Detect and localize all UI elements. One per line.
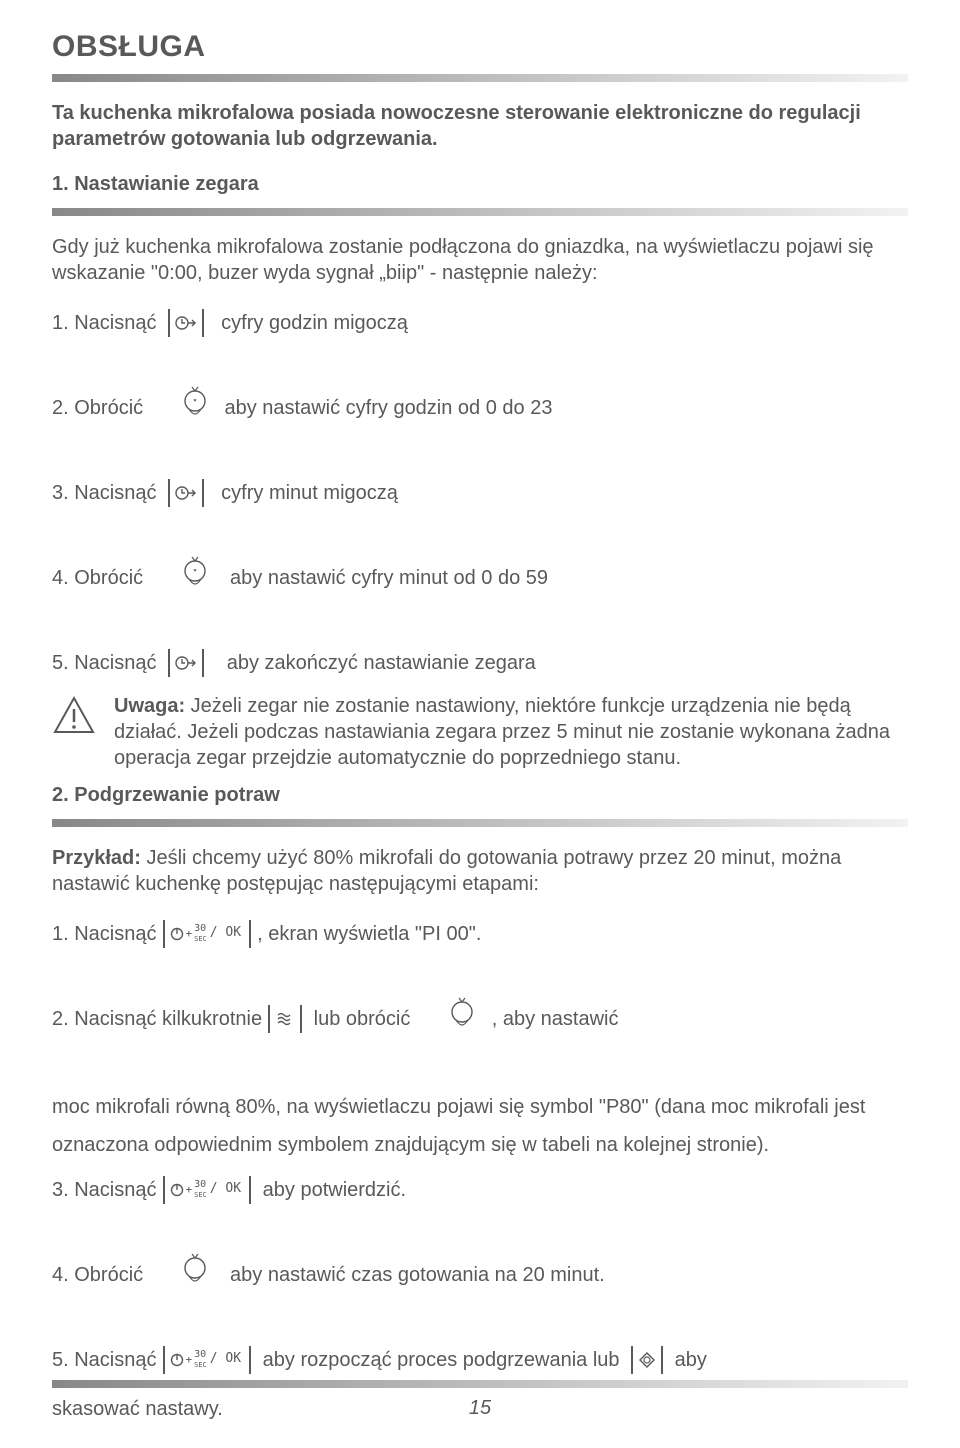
- divider: [52, 208, 908, 216]
- step-text: aby rozpocząć proces podgrzewania lub: [257, 1344, 625, 1376]
- divider: [52, 819, 908, 827]
- s2-step-3: 3. Nacisnąć + 30SEC / OK aby potwierdzić…: [52, 1174, 908, 1206]
- divider: [52, 74, 908, 82]
- ok-button-icon: + 30SEC / OK: [163, 920, 252, 948]
- step-text: 3. Nacisnąć: [52, 477, 162, 509]
- section-2-para: Przykład: Jeśli chcemy użyć 80% mikrofal…: [52, 845, 908, 898]
- step-text: 1. Nacisnąć: [52, 307, 162, 339]
- step-4: 4. Obrócić aby nastawić cyfry minut od 0…: [52, 523, 908, 633]
- step-text: 3. Nacisnąć: [52, 1174, 157, 1206]
- knob-icon: [155, 1220, 213, 1330]
- ok-button-icon: + 30SEC / OK: [163, 1176, 252, 1204]
- step-text: 5. Nacisnąć: [52, 1344, 157, 1376]
- intro-text: Ta kuchenka mikrofalowa posiada nowoczes…: [52, 100, 908, 153]
- knob-icon: [422, 964, 480, 1074]
- example-text: Jeśli chcemy użyć 80% mikrofali do gotow…: [52, 847, 841, 895]
- waves-button-icon: [268, 1005, 302, 1033]
- step-text: 2. Obrócić: [52, 392, 149, 424]
- step-text: cyfry minut migoczą: [210, 477, 398, 509]
- step-5: 5. Nacisnąć aby zakończyć nastawianie ze…: [52, 647, 908, 679]
- s2-step-2: 2. Nacisnąć kilkukrotnie lub obrócić , a…: [52, 964, 908, 1074]
- warning-label: Uwaga:: [114, 695, 185, 717]
- page-number: 15: [469, 1397, 491, 1420]
- warning-icon: [52, 695, 96, 740]
- footer-divider: [52, 1380, 908, 1388]
- step-text: cyfry godzin migoczą: [210, 307, 408, 339]
- step-text: 5. Nacisnąć: [52, 647, 162, 679]
- step-text: aby zakończyć nastawianie zegara: [210, 647, 536, 679]
- step-text: aby potwierdzić.: [257, 1174, 406, 1206]
- step-2: 2. Obrócić aby nastawić cyfry godzin od …: [52, 353, 908, 463]
- s2-step-5: 5. Nacisnąć + 30SEC / OK aby rozpocząć p…: [52, 1344, 908, 1376]
- example-label: Przykład:: [52, 847, 141, 869]
- section-1-title: 1. Nastawianie zegara: [52, 173, 908, 196]
- page-title: OBSŁUGA: [52, 30, 908, 64]
- step-text: , ekran wyświetla "PI 00".: [257, 918, 481, 950]
- clock-button-icon: [168, 649, 204, 677]
- section-1-para: Gdy już kuchenka mikrofalowa zostanie po…: [52, 234, 908, 287]
- knob-icon: [155, 523, 213, 633]
- step-text: aby nastawić czas gotowania na 20 minut.: [219, 1259, 605, 1291]
- step-text: , aby nastawić: [486, 1003, 618, 1035]
- s2-continuation: moc mikrofali równą 80%, na wyświetlaczu…: [52, 1088, 908, 1164]
- section-2-title: 2. Podgrzewanie potraw: [52, 784, 908, 807]
- clock-button-icon: [168, 479, 204, 507]
- knob-icon: [155, 353, 213, 463]
- step-text: 4. Obrócić: [52, 562, 149, 594]
- warning-body: Jeżeli zegar nie zostanie nastawiony, ni…: [114, 695, 890, 770]
- warning-row: Uwaga: Jeżeli zegar nie zostanie nastawi…: [52, 693, 908, 772]
- step-text: lub obrócić: [308, 1003, 416, 1035]
- step-text: 2. Nacisnąć kilkukrotnie: [52, 1003, 262, 1035]
- stop-button-icon: [631, 1346, 663, 1374]
- step-1: 1. Nacisnąć cyfry godzin migoczą: [52, 307, 908, 339]
- step-text: 4. Obrócić: [52, 1259, 149, 1291]
- step-3: 3. Nacisnąć cyfry minut migoczą: [52, 477, 908, 509]
- step-text: aby nastawić cyfry godzin od 0 do 23: [219, 392, 553, 424]
- ok-button-icon: + 30SEC / OK: [163, 1346, 252, 1374]
- s2-step-1: 1. Nacisnąć + 30SEC / OK , ekran wyświet…: [52, 918, 908, 950]
- step-text: aby: [669, 1344, 707, 1376]
- clock-button-icon: [168, 309, 204, 337]
- warning-text: Uwaga: Jeżeli zegar nie zostanie nastawi…: [114, 693, 908, 772]
- step-text: aby nastawić cyfry minut od 0 do 59: [219, 562, 548, 594]
- step-text: 1. Nacisnąć: [52, 918, 157, 950]
- s2-step-4: 4. Obrócić aby nastawić czas gotowania n…: [52, 1220, 908, 1330]
